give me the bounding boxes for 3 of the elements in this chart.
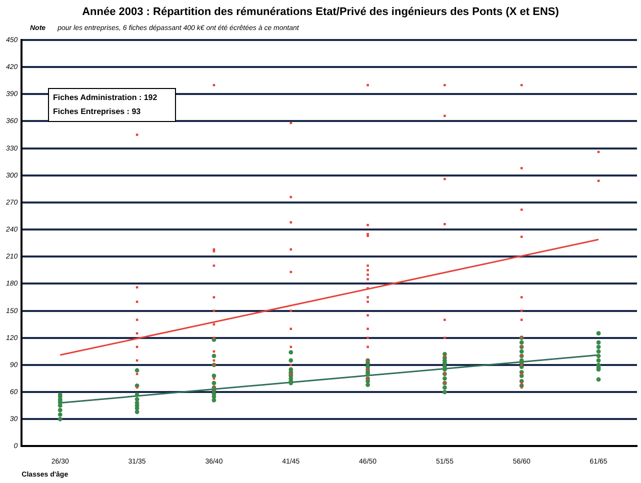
annotation: Fiches Administration : 192 — [53, 92, 158, 104]
annotation: Fiches Entreprises : 93 — [53, 106, 142, 118]
chart-title: Année 2003 : Répartition des rémunérations Etat/Privé des ingénieurs des Ponts (X et ENS) — [81, 6, 560, 18]
